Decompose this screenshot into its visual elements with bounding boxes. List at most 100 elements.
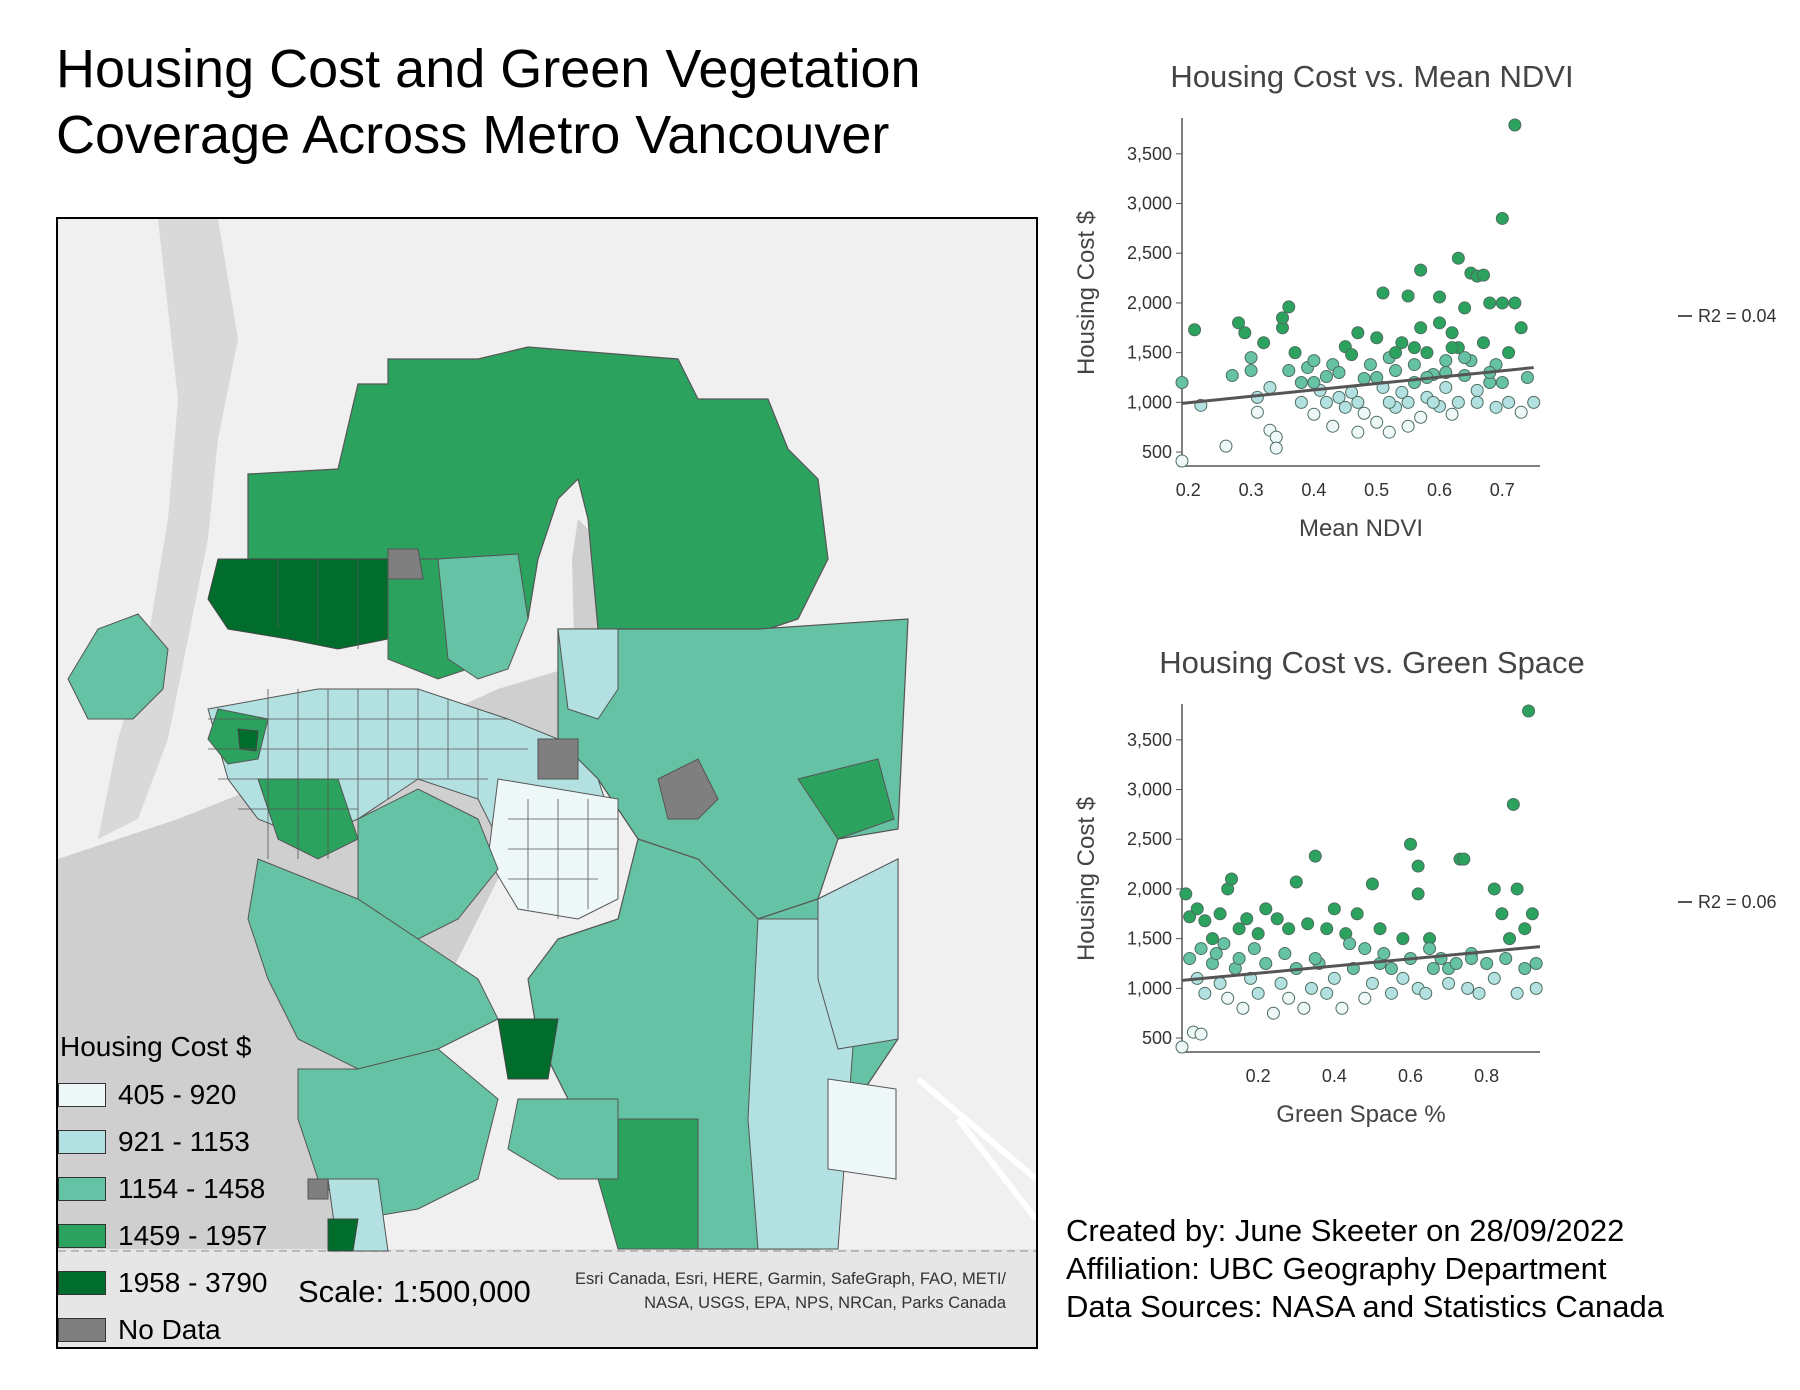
region-no-data-north[interactable]: [387, 548, 424, 580]
data-point: [1357, 371, 1371, 385]
trend-legend-label: R2 = 0.04: [1698, 306, 1777, 326]
data-point: [1275, 311, 1289, 325]
region-north-delta[interactable]: [507, 1098, 619, 1180]
data-point: [1236, 1001, 1250, 1015]
data-point: [1183, 910, 1197, 924]
data-point: [1426, 961, 1440, 975]
region-no-data-ferry[interactable]: [307, 1178, 329, 1200]
data-point: [1401, 419, 1415, 433]
basemap-road: [916, 1076, 1036, 1221]
data-point: [1269, 441, 1283, 455]
data-point: [1338, 400, 1352, 414]
x-tick-label: 0.5: [1364, 480, 1389, 500]
x-tick-label: 0.2: [1246, 1066, 1271, 1086]
credit-author: Created by: June Skeeter on 28/09/2022: [1066, 1213, 1625, 1248]
data-point: [1257, 336, 1271, 350]
data-point: [1247, 942, 1261, 956]
legend-item: 1459 - 1957: [58, 1212, 358, 1259]
data-point: [1365, 976, 1379, 990]
legend-swatch: [58, 1129, 106, 1154]
data-point: [1351, 326, 1365, 340]
region-west-end[interactable]: [237, 728, 259, 752]
region-ladner-dark[interactable]: [497, 1018, 559, 1080]
y-tick-label: 3,000: [1127, 780, 1172, 800]
region-no-data-burnaby[interactable]: [537, 738, 579, 780]
credit-affiliation: Affiliation: UBC Geography Department: [1066, 1251, 1607, 1286]
data-point: [1476, 336, 1490, 350]
data-point: [1282, 991, 1296, 1005]
data-point: [1458, 351, 1472, 365]
data-point: [1401, 395, 1415, 409]
data-point: [1263, 380, 1277, 394]
trend-legend-label: R2 = 0.06: [1698, 892, 1777, 912]
data-point: [1461, 981, 1475, 995]
data-point: [1213, 976, 1227, 990]
data-point: [1343, 937, 1357, 951]
legend-swatch: [58, 1082, 106, 1107]
data-point: [1395, 385, 1409, 399]
data-point: [1319, 395, 1333, 409]
data-point: [1470, 383, 1484, 397]
data-point: [1304, 981, 1318, 995]
x-tick-label: 0.2: [1176, 480, 1201, 500]
data-point: [1278, 947, 1292, 961]
data-point: [1319, 370, 1333, 384]
x-tick-label: 0.7: [1490, 480, 1515, 500]
data-point: [1270, 912, 1284, 926]
data-point: [1518, 961, 1532, 975]
data-point: [1384, 986, 1398, 1000]
data-point: [1289, 875, 1303, 889]
map-attribution: Esri Canada, Esri, HERE, Garmin, SafeGra…: [506, 1267, 1006, 1315]
data-point: [1502, 395, 1516, 409]
data-point: [1411, 859, 1425, 873]
data-point: [1495, 907, 1509, 921]
data-point: [1179, 887, 1193, 901]
data-point: [1351, 395, 1365, 409]
attribution-line-2: NASA, USGS, EPA, NPS, NRCan, Parks Canad…: [644, 1294, 1006, 1312]
region-no-data-surrey[interactable]: [657, 758, 719, 820]
data-point: [1175, 1040, 1189, 1054]
data-point: [1384, 961, 1398, 975]
data-point: [1529, 957, 1543, 970]
region-port-coquitlam[interactable]: [797, 758, 895, 840]
y-tick-label: 2,000: [1127, 293, 1172, 313]
data-point: [1320, 986, 1334, 1000]
data-point: [1259, 957, 1273, 970]
greenspace-scatter-svg: Housing Cost vs. Green Space 500 1,000 1,50…: [1073, 645, 1777, 1128]
legend-item: 921 - 1153: [58, 1118, 358, 1165]
x-tick-label: 0.6: [1398, 1066, 1423, 1086]
legend-swatch: [58, 1270, 106, 1295]
data-point: [1389, 364, 1403, 378]
data-point: [1221, 991, 1235, 1005]
data-point: [1251, 927, 1265, 941]
data-point: [1433, 316, 1447, 330]
map-panel[interactable]: Housing Cost $ 405 - 920 921 - 1153 1154…: [56, 217, 1038, 1349]
basemap-water-howe-sound: [98, 219, 238, 839]
region-langley-east[interactable]: [817, 858, 899, 1050]
data-point: [1282, 922, 1296, 936]
region-port-moody[interactable]: [557, 628, 619, 720]
y-tick-label: 2,000: [1127, 879, 1172, 899]
data-point: [1457, 852, 1471, 866]
data-point: [1420, 346, 1434, 360]
y-tick-label: 1,000: [1127, 978, 1172, 998]
map-credits: Created by: June Skeeter on 28/09/2022 A…: [1066, 1212, 1664, 1326]
data-point: [1190, 902, 1204, 916]
trend-line: [1181, 366, 1534, 405]
region-delta[interactable]: [297, 1048, 499, 1220]
region-tsawwassen-dark[interactable]: [327, 1218, 359, 1252]
data-point: [1483, 296, 1497, 310]
x-tick-label: 0.3: [1239, 480, 1264, 500]
data-point: [1259, 902, 1273, 916]
data-point: [1508, 296, 1522, 310]
legend-item: 1958 - 3790: [58, 1259, 358, 1306]
attribution-line-1: Esri Canada, Esri, HERE, Garmin, SafeGra…: [575, 1270, 1006, 1288]
legend-swatch: [58, 1176, 106, 1201]
choropleth-map[interactable]: [58, 219, 1036, 1347]
region-bowen-island[interactable]: [67, 613, 169, 720]
region-lynn-valley[interactable]: [437, 553, 529, 680]
data-point: [1175, 375, 1189, 389]
region-aldergrove[interactable]: [827, 1078, 897, 1180]
data-point: [1414, 263, 1428, 277]
data-point: [1370, 415, 1384, 429]
